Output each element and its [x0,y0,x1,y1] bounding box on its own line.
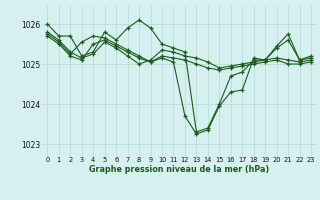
X-axis label: Graphe pression niveau de la mer (hPa): Graphe pression niveau de la mer (hPa) [89,165,269,174]
